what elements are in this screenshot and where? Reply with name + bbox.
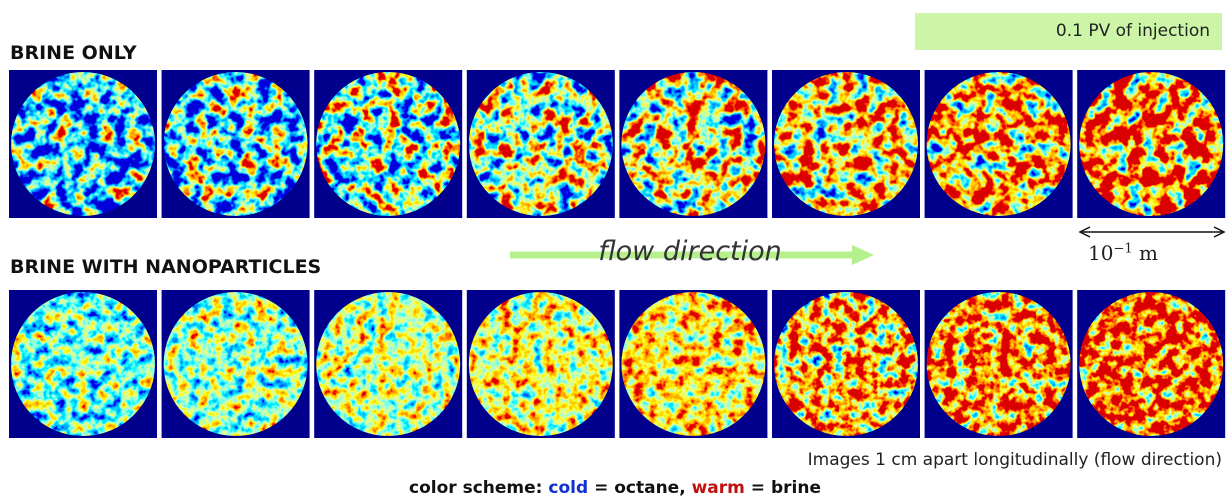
figure: 0.1 PV of injection BRINE ONLY BRINE WIT… <box>0 0 1230 501</box>
injection-badge: 0.1 PV of injection <box>915 13 1222 50</box>
caption: Images 1 cm apart longitudinally (flow d… <box>808 450 1222 470</box>
scale-exponent: −1 <box>1113 241 1132 256</box>
legend-cold-meaning: = octane, <box>594 478 686 498</box>
legend-prefix: color scheme: <box>409 478 542 498</box>
legend-cold: cold <box>548 478 588 498</box>
flow-label: flow direction <box>560 236 820 267</box>
flow-arrow-head <box>852 245 874 265</box>
scale-base: 10 <box>1088 241 1113 265</box>
legend-warm: warm <box>692 478 745 498</box>
color-legend: color scheme: cold = octane, warm = brin… <box>0 478 1230 498</box>
legend-warm-meaning: = brine <box>751 478 821 498</box>
scale-label: 10−1 m <box>1088 241 1158 265</box>
row-label: BRINE ONLY <box>10 42 137 64</box>
scale-unit: m <box>1139 241 1158 265</box>
row-label: BRINE WITH NANOPARTICLES <box>10 256 321 278</box>
